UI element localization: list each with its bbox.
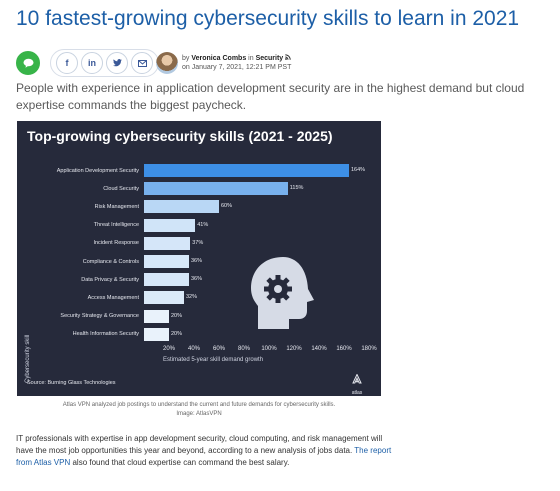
chart-bar-value-label: 60% (221, 203, 233, 210)
twitter-share-button[interactable] (106, 52, 128, 74)
byline-prefix: by (182, 55, 190, 62)
atlas-logo: atlas (349, 371, 365, 396)
chart-category-label: Threat Intelligence (93, 222, 139, 229)
chart-category-label: Application Development Security (56, 167, 139, 174)
chart-bar (144, 273, 189, 287)
caption-text: Atlas VPN analyzed job postings to under… (62, 402, 336, 408)
section-link[interactable]: Security (255, 55, 284, 62)
chart-category-label: Compliance & Controls (82, 258, 139, 265)
author-link[interactable]: Veronica Combs (191, 55, 247, 62)
chart-x-tick-label: 160% (336, 346, 352, 352)
rss-icon[interactable] (285, 54, 291, 60)
chart-bar-value-label: 115% (289, 185, 304, 192)
chart-category-label: Data Privacy & Security (81, 276, 139, 283)
report-link[interactable]: The report from Atlas VPN (16, 446, 392, 467)
body-text-part2: also found that cloud expertise can comm… (72, 458, 290, 467)
email-icon (137, 59, 147, 67)
author-avatar[interactable] (156, 52, 178, 74)
body-text-part1: IT professionals with expertise in app d… (16, 434, 383, 455)
comment-button[interactable] (16, 51, 40, 75)
byline: by Veronica Combs in Security on January… (182, 54, 291, 72)
publish-date: on January 7, 2021, 12:21 PM PST (182, 64, 292, 71)
chart-bar (144, 236, 191, 250)
chart-x-tick-label: 20% (162, 346, 176, 352)
facebook-icon: f (65, 58, 69, 68)
linkedin-icon: in (88, 58, 96, 68)
byline-in: in (248, 55, 254, 62)
chart-bar-value-label: 36% (191, 276, 203, 283)
chart-bar (144, 327, 169, 341)
chart-x-tick-label: 180% (361, 346, 377, 352)
chart-bar (144, 291, 184, 305)
chart-category-label: Cloud Security (103, 185, 139, 192)
skills-chart: Top-growing cybersecurity skills (2021 -… (17, 121, 381, 396)
chart-category-label: Risk Management (94, 203, 139, 210)
article-body-paragraph: IT professionals with expertise in app d… (16, 433, 396, 469)
social-share-group: f in (50, 49, 159, 77)
chart-bar (144, 309, 169, 323)
facebook-share-button[interactable]: f (56, 52, 78, 74)
article-deck: People with experience in application de… (16, 81, 525, 112)
chart-x-tick-label: 80% (237, 346, 251, 352)
chart-source: Source: Burning Glass Technologies (27, 380, 116, 386)
atlas-logo-text: atlas (351, 390, 363, 396)
linkedin-share-button[interactable]: in (81, 52, 103, 74)
share-bar: f in (16, 49, 159, 77)
chart-bar-value-label: 20% (171, 312, 183, 319)
chart-category-label: Incident Response (93, 240, 139, 247)
chart-x-tick-label: 60% (212, 346, 226, 352)
chart-bar (144, 200, 219, 214)
chart-x-tick-label: 140% (311, 346, 327, 352)
chart-bar-value-label: 36% (191, 258, 203, 264)
chart-title: Top-growing cybersecurity skills (2021 -… (27, 128, 333, 144)
chart-bar-value-label: 164% (351, 167, 366, 173)
atlas-logo-icon (352, 373, 362, 384)
image-caption: Atlas VPN analyzed job postings to under… (17, 401, 381, 419)
chart-bar (144, 218, 196, 232)
chart-bar (144, 182, 288, 196)
chart-category-label: Access Management (87, 294, 139, 301)
chart-bar-value-label: 37% (192, 239, 204, 246)
chart-x-tick-label: 40% (187, 346, 201, 352)
chart-bar-value-label: 20% (171, 330, 183, 337)
article-headline: 10 fastest-growing cybersecurity skills … (16, 7, 520, 30)
chart-bar-value-label: 41% (197, 221, 209, 228)
chart-bar-value-label: 32% (186, 294, 198, 301)
chart-bar (144, 164, 349, 177)
caption-credit: Image: AtlasVPN (176, 411, 222, 417)
email-share-button[interactable] (131, 52, 153, 74)
head-gear-icon (251, 257, 314, 329)
chart-x-tick-label: 100% (261, 346, 277, 352)
chart-x-axis-label: Estimated 5-year skill demand growth (163, 357, 264, 363)
comment-icon (23, 58, 33, 68)
chart-bar (144, 255, 189, 268)
chart-y-axis-label: Cybersecurity skill (25, 334, 31, 383)
chart-category-label: Security Strategy & Governance (60, 313, 139, 320)
chart-category-label: Health Information Security (72, 331, 139, 338)
twitter-icon (112, 59, 122, 67)
chart-x-tick-label: 120% (286, 346, 302, 352)
